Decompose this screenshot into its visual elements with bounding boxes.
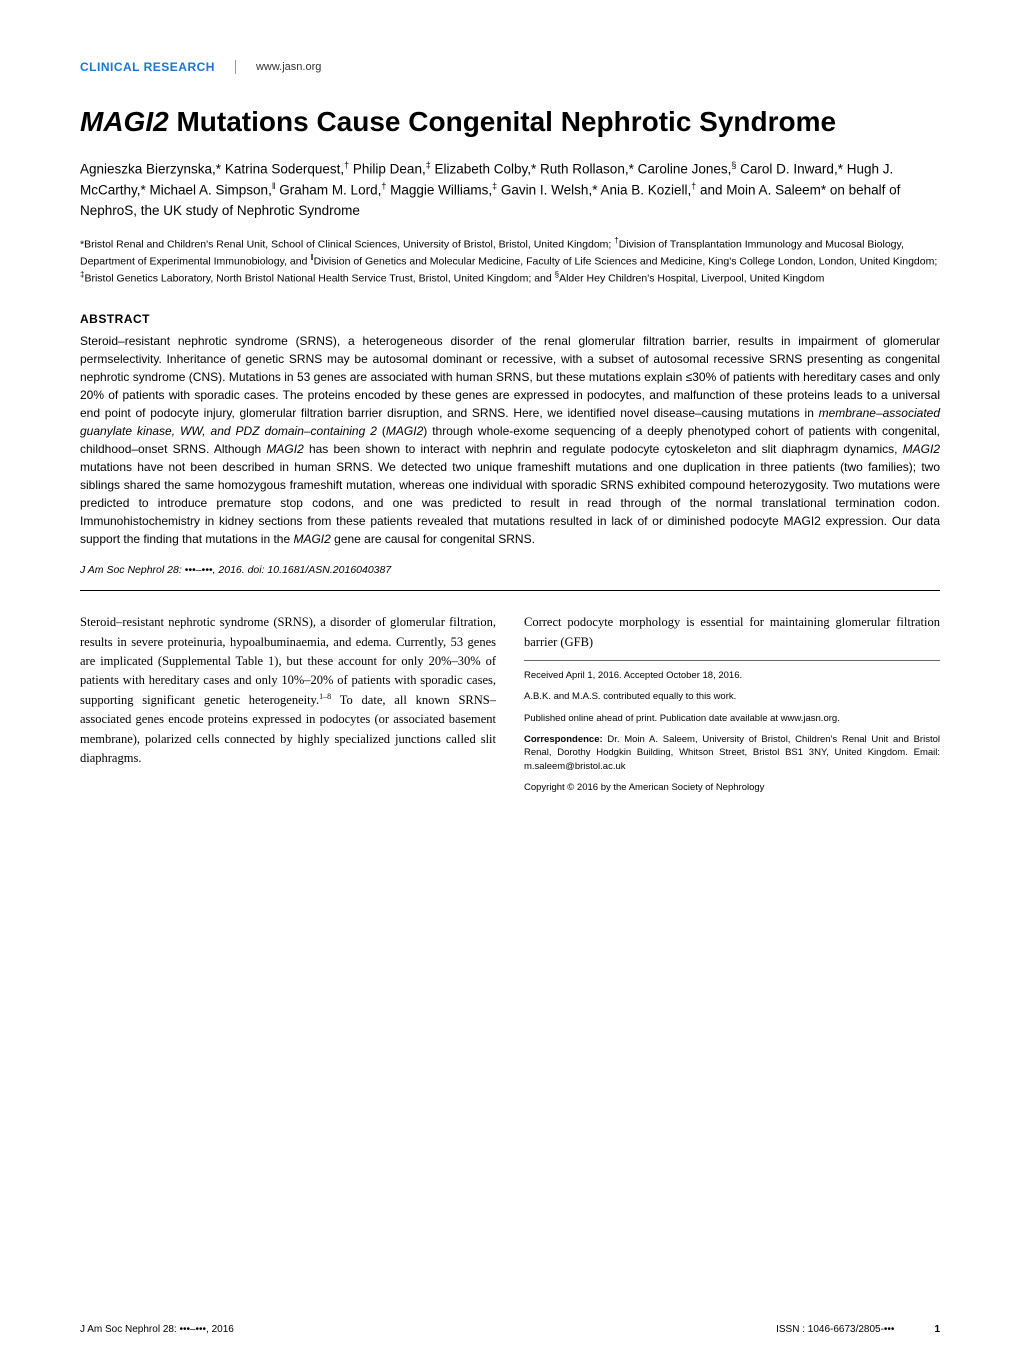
website-text: www.jasn.org — [256, 61, 321, 73]
right-column: Correct podocyte morphology is essential… — [524, 613, 940, 802]
received-line: Received April 1, 2016. Accepted October… — [524, 669, 940, 682]
body-left-text: Steroid–resistant nephrotic syndrome (SR… — [80, 615, 496, 765]
section-label: CLINICAL RESEARCH — [80, 60, 215, 74]
page-footer: J Am Soc Nephrol 28: •••–•••, 2016 ISSN … — [80, 1324, 940, 1335]
page-header: CLINICAL RESEARCH www.jasn.org — [80, 60, 940, 74]
footer-left: J Am Soc Nephrol 28: •••–•••, 2016 — [80, 1324, 234, 1335]
article-title: MAGI2 Mutations Cause Congenital Nephrot… — [80, 104, 940, 139]
body-right-text: Correct podocyte morphology is essential… — [524, 615, 940, 648]
divider-icon — [235, 60, 236, 74]
abstract-body: Steroid–resistant nephrotic syndrome (SR… — [80, 332, 940, 548]
article-citation: J Am Soc Nephrol 28: •••–•••, 2016. doi:… — [80, 564, 940, 576]
body-columns: Steroid–resistant nephrotic syndrome (SR… — [80, 613, 940, 802]
meta-divider — [524, 660, 940, 661]
footer-issn: ISSN : 1046-6673/2805-••• — [776, 1324, 894, 1335]
page-number: 1 — [934, 1324, 940, 1335]
left-column: Steroid–resistant nephrotic syndrome (SR… — [80, 613, 496, 802]
contribution-line: A.B.K. and M.A.S. contributed equally to… — [524, 690, 940, 703]
copyright-line: Copyright © 2016 by the American Society… — [524, 781, 940, 794]
affiliations: *Bristol Renal and Children's Renal Unit… — [80, 235, 940, 287]
correspondence-line: Correspondence: Dr. Moin A. Saleem, Univ… — [524, 733, 940, 773]
author-list: Agnieszka Bierzynska,* Katrina Soderques… — [80, 159, 940, 221]
abstract-heading: ABSTRACT — [80, 312, 940, 326]
correspondence-label: Correspondence: — [524, 734, 603, 745]
section-divider — [80, 590, 940, 591]
publication-line: Published online ahead of print. Publica… — [524, 712, 940, 725]
